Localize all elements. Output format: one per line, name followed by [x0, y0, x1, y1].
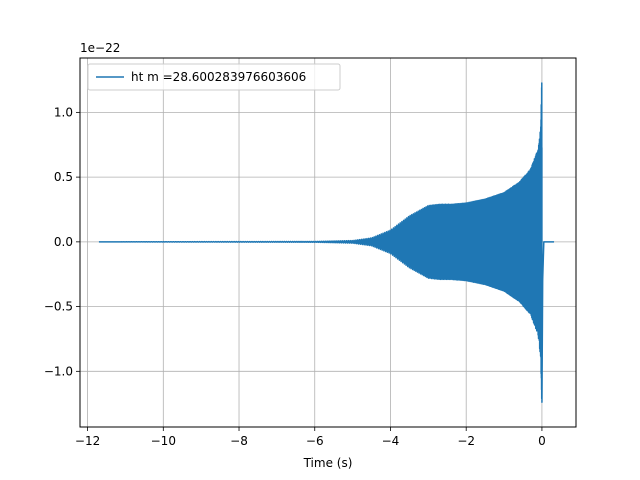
legend-box — [87, 63, 341, 91]
y-tick-label: −1.0 — [44, 364, 73, 378]
y-offset-label: 1e−22 — [80, 41, 120, 55]
legend: ht m =28.600283976603606 — [87, 63, 341, 91]
plot-frame — [79, 57, 577, 428]
legend-label: ht m =28.600283976603606 — [131, 70, 306, 84]
y-tick-label: −0.5 — [44, 300, 73, 314]
x-tick-label: −8 — [230, 434, 248, 448]
x-tick-label: −4 — [382, 434, 400, 448]
x-tick-label: −6 — [306, 434, 324, 448]
y-tick-label: 1.0 — [54, 105, 73, 119]
y-tick-label: 0.5 — [54, 170, 73, 184]
x-tick-label: 0 — [538, 434, 546, 448]
y-tick-label: 0.0 — [54, 235, 73, 249]
x-axis-label: Time (s) — [303, 456, 353, 470]
series-line — [98, 82, 555, 403]
series-layer — [98, 82, 555, 403]
x-tick-label: −10 — [151, 434, 176, 448]
y-axis: −1.0 −0.5 0.0 0.5 1.0 — [44, 105, 80, 378]
x-axis: −12 −10 −8 −6 −4 −2 0 — [75, 427, 546, 448]
x-tick-label: −12 — [75, 434, 100, 448]
x-tick-label: −2 — [457, 434, 475, 448]
